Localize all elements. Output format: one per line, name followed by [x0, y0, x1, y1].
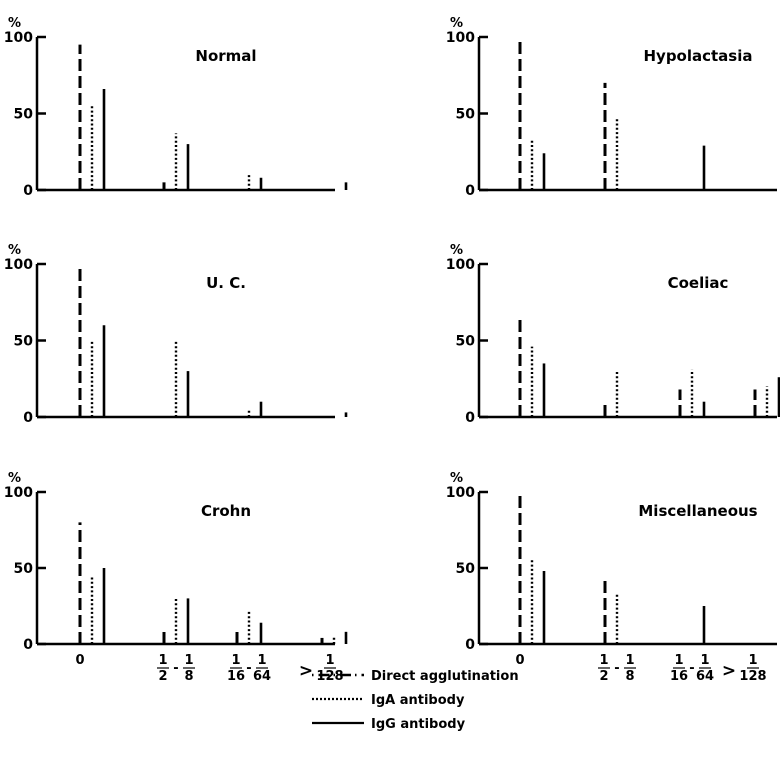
legend-item: IgA antibody: [312, 693, 465, 708]
y-unit-label: %: [450, 243, 463, 258]
x-tick-prefix: >: [299, 661, 313, 681]
panel-title: Coeliac: [668, 274, 729, 292]
y-unit-label: %: [450, 16, 463, 31]
y-tick-label: 0: [23, 637, 33, 653]
x-tick-separator: -: [173, 661, 178, 676]
y-tick-label: 100: [446, 30, 475, 46]
x-tick-numerator: 1: [325, 653, 334, 668]
panel-title: Crohn: [201, 502, 251, 520]
y-unit-label: %: [8, 243, 21, 258]
y-unit-label: %: [8, 471, 21, 486]
x-tick-denominator: 64: [696, 669, 714, 684]
legend-item: IgG antibody: [312, 717, 466, 732]
x-tick-denominator: 2: [158, 669, 167, 684]
y-tick-label: 50: [456, 561, 476, 577]
legend-label: IgG antibody: [371, 717, 466, 732]
chart-panel: 100 50 0% Miscellaneous: [446, 471, 777, 653]
x-tick-numerator: 1: [257, 653, 266, 668]
x-tick-denominator: 128: [739, 669, 766, 684]
chart-panel: 100 50 0% Coeliac: [446, 243, 780, 426]
panel-title: Miscellaneous: [638, 502, 757, 520]
panel-title: U. C.: [206, 274, 246, 292]
y-tick-label: 50: [456, 334, 476, 350]
x-tick-denominator: 2: [599, 669, 608, 684]
x-tick-numerator: 1: [748, 653, 757, 668]
y-tick-label: 50: [14, 561, 34, 577]
x-tick-numerator: 1: [700, 653, 709, 668]
y-tick-label: 100: [446, 257, 475, 273]
x-tick-denominator: 8: [625, 669, 634, 684]
chart-panel: 100 50 0% Normal: [4, 16, 348, 199]
x-tick-prefix: >: [722, 661, 736, 681]
y-tick-label: 100: [4, 30, 33, 46]
x-tick-label: 0: [515, 653, 524, 668]
x-tick-denominator: 16: [227, 669, 245, 684]
panel-title: Hypolactasia: [643, 47, 752, 65]
y-tick-label: 100: [4, 485, 33, 501]
chart-panel: 100 50 0% Crohn: [4, 471, 348, 653]
x-tick-denominator: 128: [316, 669, 343, 684]
legend-label: IgA antibody: [371, 693, 465, 708]
x-tick-numerator: 1: [674, 653, 683, 668]
y-tick-label: 50: [456, 107, 476, 123]
y-tick-label: 0: [465, 637, 475, 653]
x-tick-denominator: 16: [670, 669, 688, 684]
chart-panel: 100 50 0% U. C.: [4, 243, 348, 426]
y-tick-label: 50: [14, 107, 34, 123]
x-tick-separator: -: [689, 661, 694, 676]
y-tick-label: 0: [23, 410, 33, 426]
panel-title: Normal: [195, 47, 256, 65]
panels: 100 50 0% Normal 100 50 0% Hypolactasia 100 50 0% U…: [4, 16, 780, 653]
x-tick-numerator: 1: [158, 653, 167, 668]
y-tick-label: 100: [446, 485, 475, 501]
x-tick-denominator: 64: [253, 669, 271, 684]
x-tick-numerator: 1: [184, 653, 193, 668]
y-unit-label: %: [450, 471, 463, 486]
y-tick-label: 0: [465, 183, 475, 199]
x-tick-numerator: 1: [625, 653, 634, 668]
x-tick-separator: -: [614, 661, 619, 676]
x-tick-denominator: 8: [184, 669, 193, 684]
x-tick-numerator: 1: [599, 653, 608, 668]
y-tick-label: 0: [23, 183, 33, 199]
x-tick-label: 0: [75, 653, 84, 668]
legend: Direct agglutination IgA antibody IgG anti…: [312, 669, 519, 732]
y-tick-label: 50: [14, 334, 34, 350]
x-tick-separator: -: [246, 661, 251, 676]
y-unit-label: %: [8, 16, 21, 31]
y-tick-label: 0: [465, 410, 475, 426]
y-tick-label: 100: [4, 257, 33, 273]
legend-item: Direct agglutination: [312, 669, 519, 684]
legend-label: Direct agglutination: [371, 669, 519, 684]
x-tick-numerator: 1: [231, 653, 240, 668]
chart-panel: 100 50 0% Hypolactasia: [446, 16, 777, 199]
